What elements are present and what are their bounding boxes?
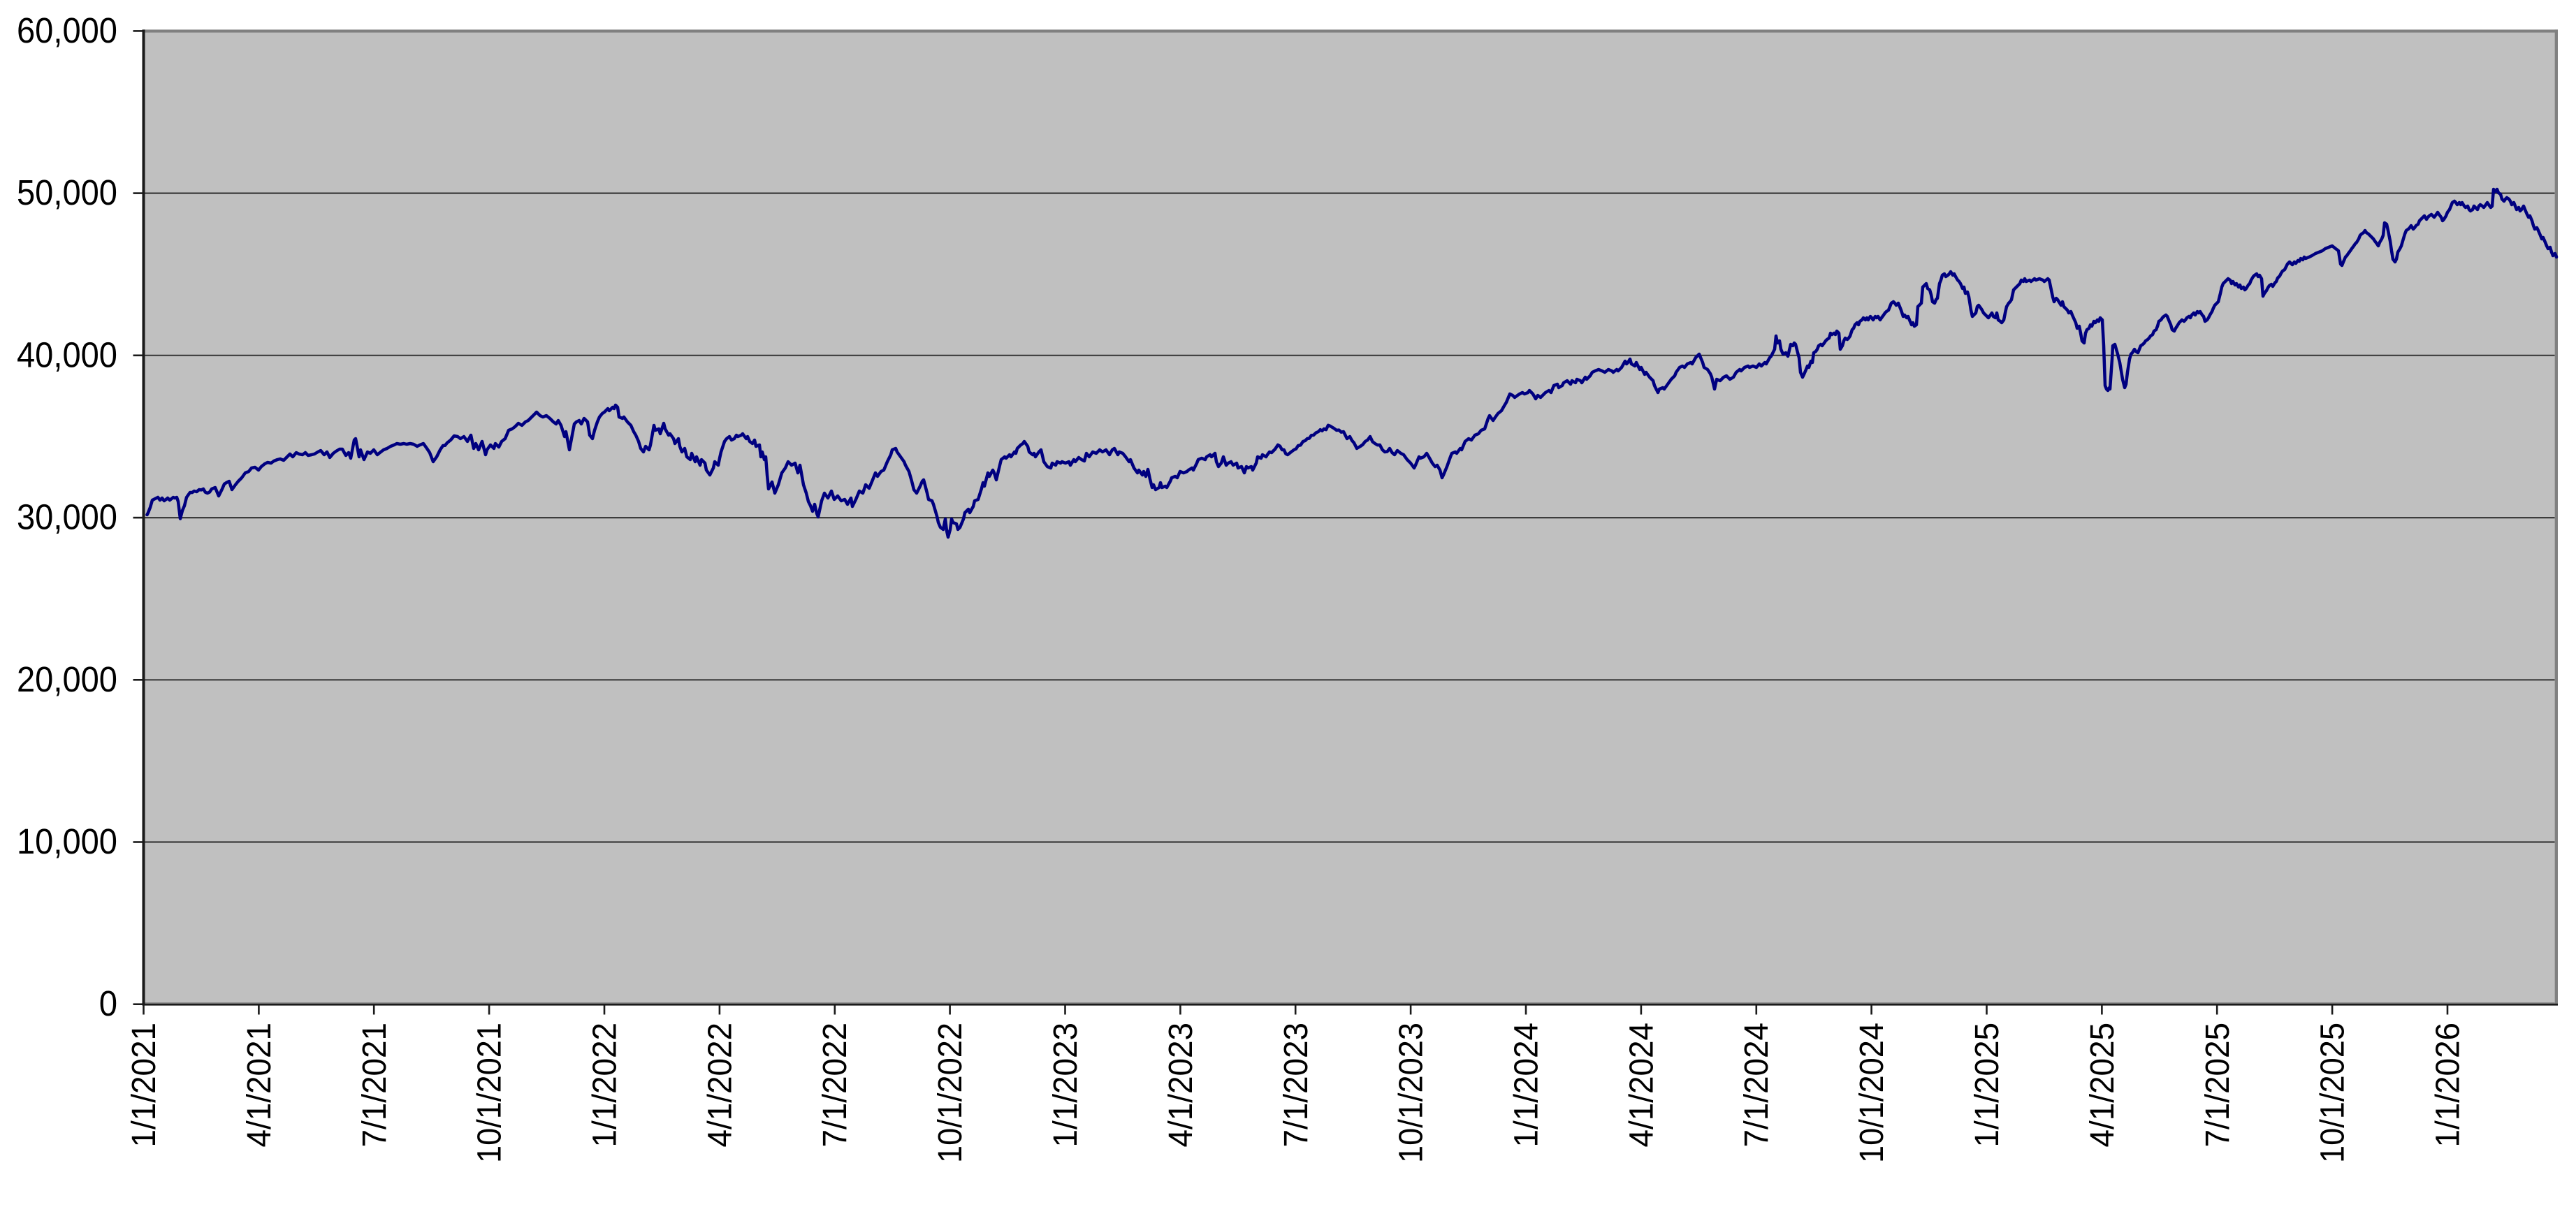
svg-text:4/1/2024: 4/1/2024 — [1623, 1023, 1660, 1148]
svg-text:1/1/2022: 1/1/2022 — [587, 1023, 624, 1148]
svg-text:0: 0 — [99, 983, 117, 1023]
svg-text:7/1/2021: 7/1/2021 — [356, 1023, 393, 1148]
svg-text:10/1/2024: 10/1/2024 — [1854, 1023, 1891, 1163]
svg-text:10/1/2025: 10/1/2025 — [2315, 1023, 2352, 1163]
svg-text:7/1/2025: 7/1/2025 — [2199, 1023, 2236, 1148]
svg-text:1/1/2023: 1/1/2023 — [1047, 1023, 1084, 1148]
svg-text:10/1/2023: 10/1/2023 — [1393, 1023, 1430, 1163]
svg-text:40,000: 40,000 — [17, 335, 117, 374]
svg-text:50,000: 50,000 — [17, 173, 117, 212]
svg-text:10,000: 10,000 — [17, 821, 117, 861]
svg-text:4/1/2022: 4/1/2022 — [701, 1023, 738, 1148]
svg-text:20,000: 20,000 — [17, 659, 117, 699]
svg-text:7/1/2022: 7/1/2022 — [817, 1023, 854, 1148]
svg-text:10/1/2022: 10/1/2022 — [932, 1023, 969, 1163]
svg-text:4/1/2025: 4/1/2025 — [2084, 1023, 2121, 1148]
svg-text:10/1/2021: 10/1/2021 — [472, 1023, 509, 1163]
svg-text:1/1/2024: 1/1/2024 — [1508, 1023, 1545, 1148]
svg-text:7/1/2023: 7/1/2023 — [1278, 1023, 1315, 1148]
svg-text:1/1/2025: 1/1/2025 — [1969, 1023, 2006, 1148]
svg-text:4/1/2021: 4/1/2021 — [241, 1023, 278, 1148]
svg-text:7/1/2024: 7/1/2024 — [1738, 1023, 1775, 1148]
svg-text:30,000: 30,000 — [17, 497, 117, 537]
svg-text:1/1/2026: 1/1/2026 — [2430, 1023, 2467, 1148]
svg-text:1/1/2021: 1/1/2021 — [126, 1023, 163, 1148]
svg-text:60,000: 60,000 — [17, 10, 117, 50]
svg-text:4/1/2023: 4/1/2023 — [1163, 1023, 1200, 1148]
